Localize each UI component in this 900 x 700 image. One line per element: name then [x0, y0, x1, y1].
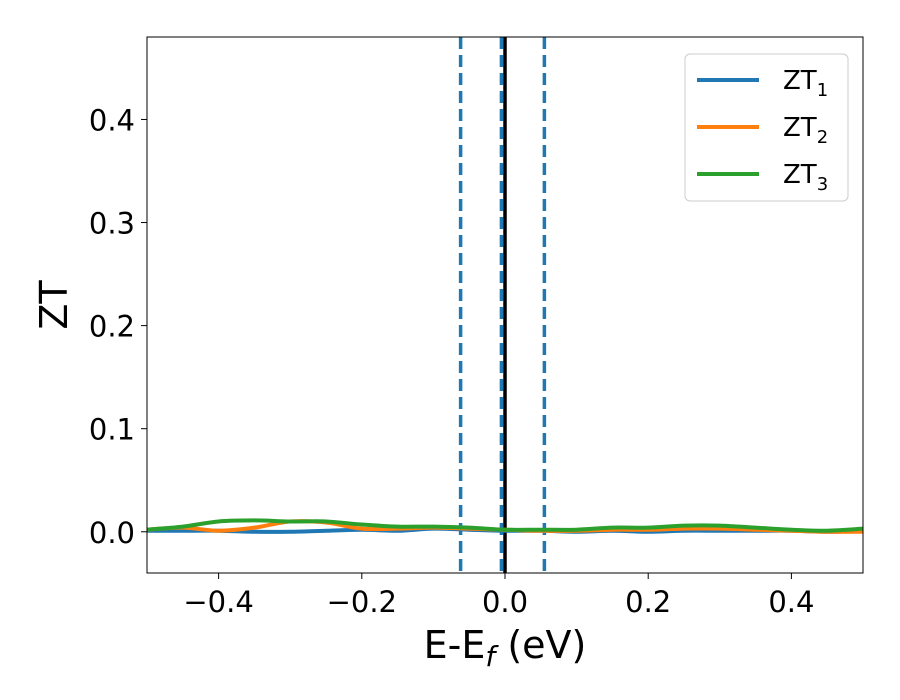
series-line-zt3	[147, 518, 863, 533]
series-layer	[147, 518, 863, 534]
vertical-reference-lines	[458, 37, 547, 573]
x-tick-label: 0.2	[625, 585, 671, 619]
y-tick-label: 0.1	[89, 413, 135, 447]
x-axis-ticks: −0.4 −0.2 0.0 0.2 0.4	[183, 573, 814, 619]
y-tick-label: 0.0	[89, 516, 135, 550]
x-tick-label: −0.4	[183, 585, 253, 619]
y-tick-label: 0.2	[89, 310, 135, 344]
legend-label-zt1: ZT1	[783, 66, 828, 101]
legend: ZT1 ZT2 ZT3	[684, 53, 849, 202]
y-tick-label: 0.4	[89, 103, 135, 137]
x-tick-label: 0.0	[482, 585, 528, 619]
x-axis-label-main: E-E	[424, 623, 486, 667]
x-tick-label: 0.4	[768, 585, 814, 619]
legend-box	[684, 53, 849, 202]
x-axis-label: E-Ef (eV)	[424, 623, 587, 673]
legend-label-zt2: ZT2	[783, 113, 828, 148]
legend-label-zt3: ZT3	[783, 160, 828, 195]
x-axis-label-tail: (eV)	[495, 623, 586, 667]
x-tick-label: −0.2	[327, 585, 397, 619]
y-axis-label: ZT	[32, 280, 76, 330]
y-axis-ticks: 0.0 0.1 0.2 0.3 0.4	[89, 103, 147, 550]
y-tick-label: 0.3	[89, 207, 135, 241]
